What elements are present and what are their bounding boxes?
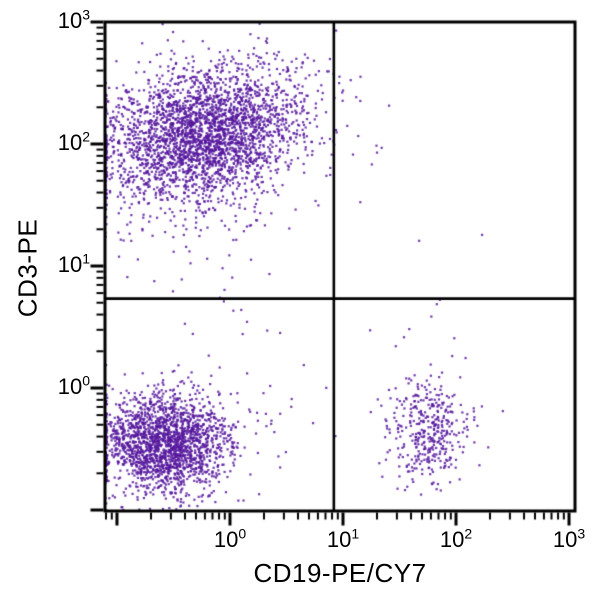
y-tick-label: 100 xyxy=(57,372,90,400)
y-tick-label: 101 xyxy=(57,250,90,277)
x-tick-label: 102 xyxy=(439,525,473,552)
x-tick-label: 103 xyxy=(552,525,586,552)
y-axis-title: CD3-PE xyxy=(12,218,43,318)
y-tick-label: 103 xyxy=(57,6,90,33)
y-tick-label: 102 xyxy=(57,128,90,155)
x-tick-label: 101 xyxy=(326,525,360,552)
x-axis-title: CD19-PE/CY7 xyxy=(253,558,427,588)
x-tick-label: 100 xyxy=(213,525,247,552)
